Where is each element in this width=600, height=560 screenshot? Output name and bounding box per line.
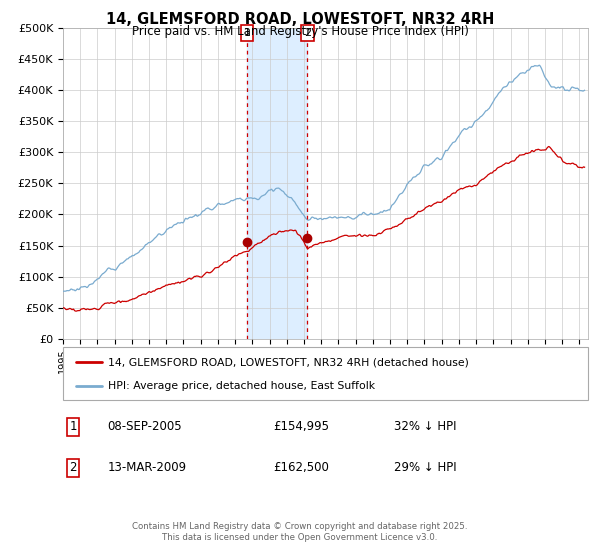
Text: 29% ↓ HPI: 29% ↓ HPI (394, 461, 457, 474)
Text: £154,995: £154,995 (273, 421, 329, 433)
Text: £162,500: £162,500 (273, 461, 329, 474)
Text: 14, GLEMSFORD ROAD, LOWESTOFT, NR32 4RH (detached house): 14, GLEMSFORD ROAD, LOWESTOFT, NR32 4RH … (107, 357, 469, 367)
Text: 32% ↓ HPI: 32% ↓ HPI (394, 421, 456, 433)
Text: Price paid vs. HM Land Registry's House Price Index (HPI): Price paid vs. HM Land Registry's House … (131, 25, 469, 38)
Text: 1: 1 (244, 28, 251, 38)
Bar (247, 28, 307, 339)
Text: Contains HM Land Registry data © Crown copyright and database right 2025.: Contains HM Land Registry data © Crown c… (132, 522, 468, 531)
Text: 2: 2 (304, 28, 311, 38)
Text: This data is licensed under the Open Government Licence v3.0.: This data is licensed under the Open Gov… (163, 533, 437, 542)
Text: 13-MAR-2009: 13-MAR-2009 (107, 461, 187, 474)
Text: 1: 1 (70, 421, 77, 433)
Text: 14, GLEMSFORD ROAD, LOWESTOFT, NR32 4RH: 14, GLEMSFORD ROAD, LOWESTOFT, NR32 4RH (106, 12, 494, 27)
Text: HPI: Average price, detached house, East Suffolk: HPI: Average price, detached house, East… (107, 380, 375, 390)
Text: 08-SEP-2005: 08-SEP-2005 (107, 421, 182, 433)
Text: 2: 2 (70, 461, 77, 474)
FancyBboxPatch shape (63, 347, 588, 400)
